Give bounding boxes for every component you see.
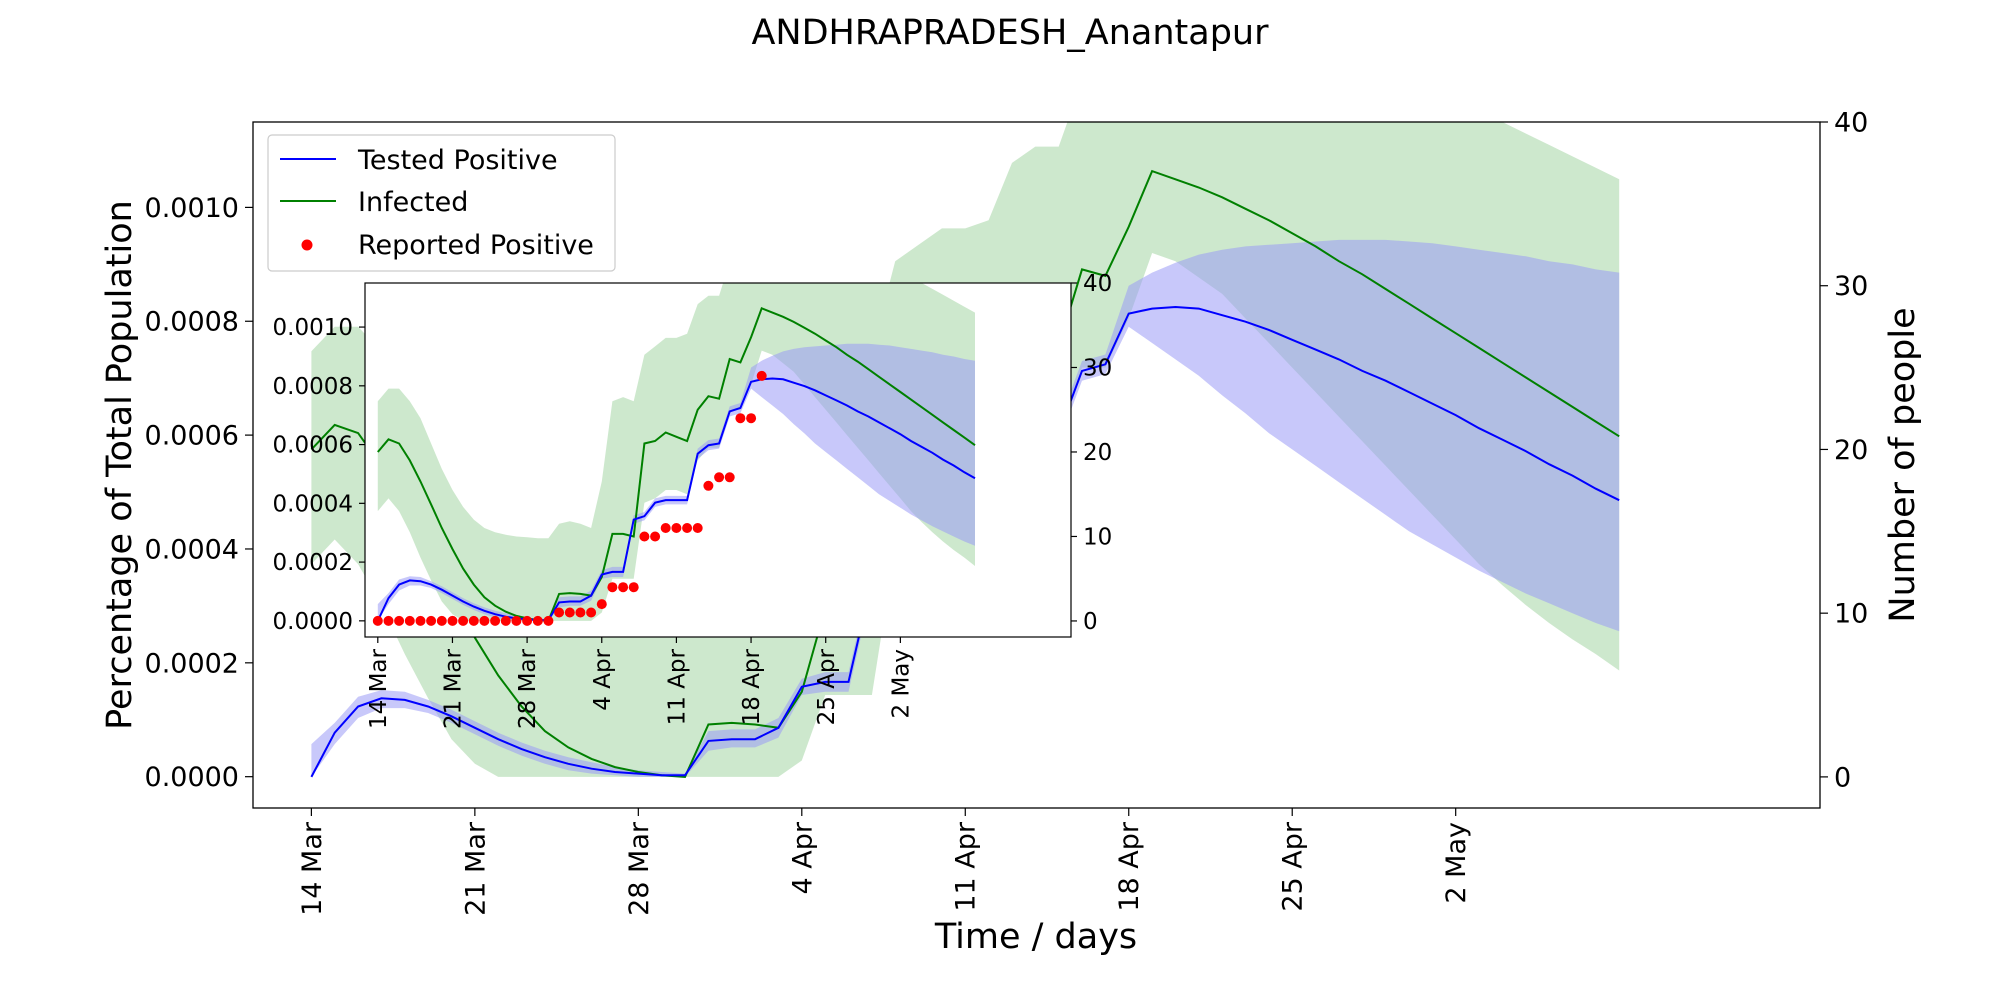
inset-y-right-tick-label: 40 bbox=[1083, 271, 1112, 297]
inset-y-right-tick-label: 10 bbox=[1083, 525, 1112, 551]
reported-positive-point bbox=[628, 582, 639, 593]
main-x-tick-label: 25 Apr bbox=[1278, 821, 1309, 912]
main-y-left-tick-label: 0.0000 bbox=[145, 762, 239, 793]
reported-positive-point bbox=[404, 615, 415, 626]
reported-positive-point bbox=[426, 615, 437, 626]
reported-positive-point bbox=[724, 472, 735, 483]
main-tested-band bbox=[311, 239, 1620, 777]
reported-positive-point bbox=[639, 531, 650, 542]
main-y-left-tick-label: 0.0006 bbox=[145, 421, 239, 452]
reported-positive-point bbox=[650, 531, 661, 542]
inset-x-tick-label: 11 Apr bbox=[665, 648, 691, 725]
reported-positive-point bbox=[735, 413, 746, 424]
reported-positive-point bbox=[618, 582, 629, 593]
inset-x-tick-label: 14 Mar bbox=[366, 648, 392, 729]
reported-positive-point bbox=[660, 523, 671, 533]
main-x-tick-label: 11 Apr bbox=[951, 821, 982, 912]
inset-plot-frame bbox=[364, 282, 1072, 638]
inset-tested-line bbox=[376, 377, 976, 622]
reported-positive-point bbox=[746, 413, 757, 424]
reported-positive-point bbox=[692, 523, 703, 533]
legend-reported-swatch bbox=[301, 239, 313, 251]
main-y-left-tick-label: 0.0008 bbox=[145, 307, 239, 338]
inset-y-left-tick-label: 0.0000 bbox=[273, 609, 353, 635]
reported-positive-point bbox=[490, 615, 501, 626]
inset-y-right-tick-label: 30 bbox=[1083, 356, 1112, 382]
main-y-right-tick-label: 10 bbox=[1834, 599, 1868, 630]
reported-positive-point bbox=[575, 607, 586, 618]
inset-y-left-tick-label: 0.0010 bbox=[273, 315, 353, 341]
reported-positive-point bbox=[383, 615, 394, 626]
inset-infected-line bbox=[377, 306, 976, 622]
reported-positive-point bbox=[458, 615, 469, 626]
main-y-right-tick-label: 30 bbox=[1834, 271, 1868, 302]
main-x-tick-label: 14 Mar bbox=[297, 821, 328, 916]
legend: Tested Positive Infected Reported Positi… bbox=[267, 134, 616, 272]
main-x-tick-label: 28 Mar bbox=[624, 821, 655, 916]
inset-y-right-tick-label: 20 bbox=[1083, 440, 1112, 466]
reported-positive-point bbox=[554, 607, 565, 618]
inset-x-tick-label: 4 Apr bbox=[590, 648, 616, 710]
reported-positive-point bbox=[436, 615, 447, 626]
inset-y-left-tick-label: 0.0006 bbox=[273, 433, 353, 459]
main-plot-frame bbox=[252, 121, 1821, 809]
x-axis-label: Time / days bbox=[934, 917, 1137, 957]
reported-positive-point bbox=[564, 607, 575, 618]
reported-positive-point bbox=[703, 480, 714, 491]
reported-positive-point bbox=[447, 615, 458, 626]
main-y-right-tick-label: 40 bbox=[1834, 107, 1868, 138]
inset-plot: 14 Mar 21 Mar 28 Mar 4 Apr 11 Apr 18 Apr 25 Ap… bbox=[273, 271, 1113, 729]
reported-positive-point bbox=[532, 615, 543, 626]
reported-positive-point bbox=[596, 599, 607, 610]
legend-reported-label: Reported Positive bbox=[358, 230, 594, 261]
inset-x-tick-label: 18 Apr bbox=[739, 648, 765, 725]
reported-positive-point bbox=[522, 615, 533, 626]
reported-positive-point bbox=[500, 615, 511, 626]
chart-title: ANDHRAPRADESH_Anantapur bbox=[751, 13, 1269, 53]
reported-positive-point bbox=[372, 615, 383, 626]
main-y-left-tick-label: 0.0004 bbox=[145, 534, 239, 565]
inset-y-left-tick-label: 0.0002 bbox=[273, 550, 353, 576]
inset-y-left-tick-label: 0.0004 bbox=[273, 491, 353, 517]
inset-x-tick-label: 25 Apr bbox=[814, 648, 840, 725]
main-y-left-tick-label: 0.0010 bbox=[145, 193, 239, 224]
reported-positive-point bbox=[671, 523, 682, 533]
main-x-tick-label: 2 May bbox=[1441, 822, 1472, 904]
reported-positive-point bbox=[682, 523, 693, 533]
inset-x-tick-label: 21 Mar bbox=[441, 648, 467, 729]
main-y-left-tick-label: 0.0002 bbox=[145, 648, 239, 679]
inset-y-right-tick-label: 0 bbox=[1083, 609, 1098, 635]
main-y-right-tick-label: 20 bbox=[1834, 435, 1868, 466]
main-y-right-tick-label: 0 bbox=[1834, 762, 1851, 793]
main-x-tick-label: 21 Mar bbox=[460, 821, 491, 916]
y-axis-label-right: Number of people bbox=[1883, 307, 1923, 622]
inset-tested-band bbox=[377, 343, 975, 621]
reported-positive-point bbox=[543, 615, 554, 626]
reported-positive-point bbox=[479, 615, 490, 626]
inset-y-left-tick-label: 0.0008 bbox=[273, 374, 353, 400]
reported-positive-point bbox=[468, 615, 479, 626]
reported-positive-point bbox=[511, 615, 522, 626]
reported-positive-point bbox=[394, 615, 405, 626]
inset-x-tick-label: 2 May bbox=[888, 649, 914, 719]
reported-positive-point bbox=[714, 472, 725, 483]
legend-box bbox=[267, 134, 616, 272]
legend-tested-label: Tested Positive bbox=[357, 145, 558, 176]
main-x-tick-label: 18 Apr bbox=[1114, 821, 1145, 912]
reported-positive-point bbox=[586, 607, 597, 618]
reported-positive-point bbox=[415, 615, 426, 626]
main-x-tick-label: 4 Apr bbox=[787, 821, 818, 894]
inset-x-tick-label: 28 Mar bbox=[515, 648, 541, 729]
reported-positive-point bbox=[756, 370, 767, 381]
legend-infected-label: Infected bbox=[358, 187, 468, 218]
reported-positive-point bbox=[607, 582, 618, 593]
y-axis-label-left: Percentage of Total Population bbox=[100, 200, 140, 730]
